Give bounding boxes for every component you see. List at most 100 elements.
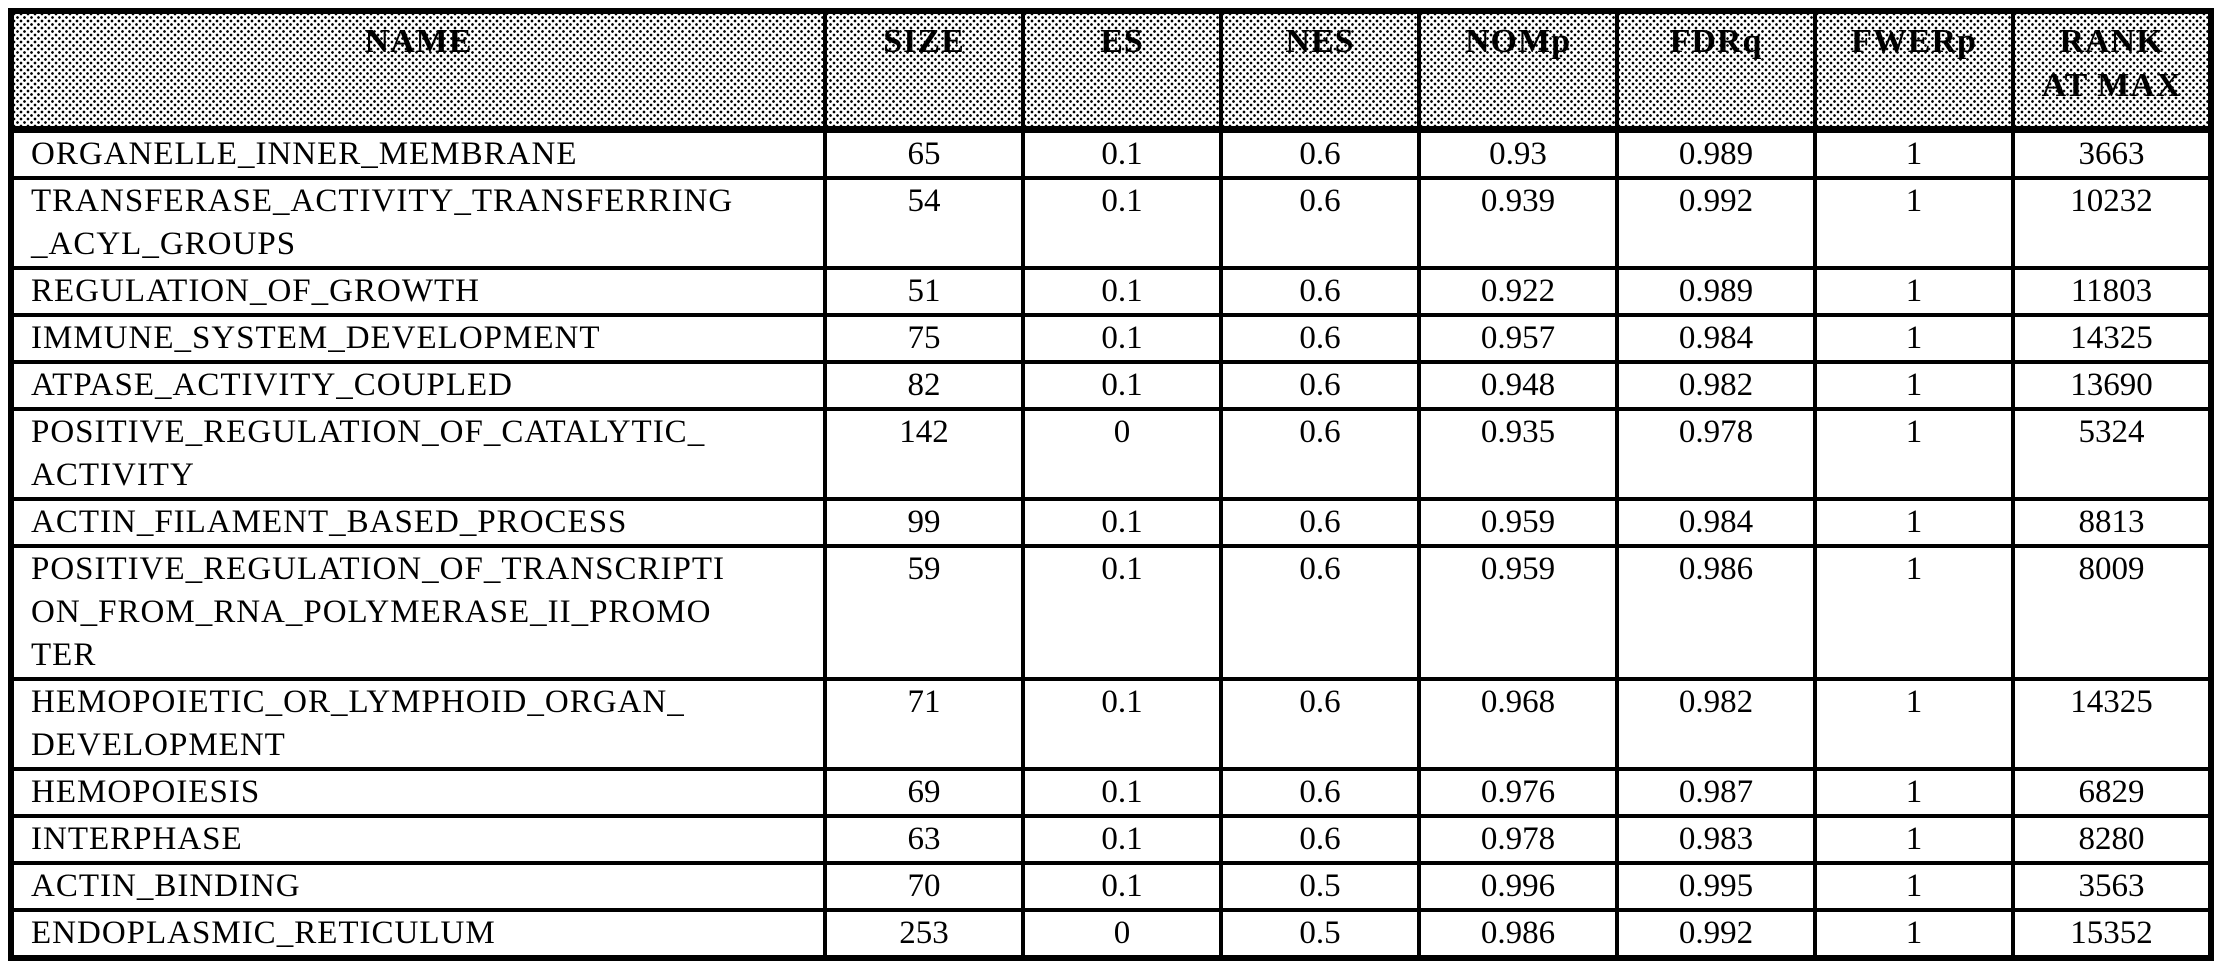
header-row: NAME SIZE ES NES NOMp FDRq FWERp RANK AT… <box>9 9 2213 133</box>
table-row: POSITIVE_REGULATION_OF_TRANSCRIPTI ON_FR… <box>9 544 2213 681</box>
cell-nomp: 0.959 <box>1417 544 1619 681</box>
cell-fdrq: 0.984 <box>1615 497 1817 548</box>
cell-size: 59 <box>823 544 1025 681</box>
cell-size: 82 <box>823 360 1025 411</box>
cell-rank: 14325 <box>2011 677 2213 771</box>
cell-fwerp: 1 <box>1813 908 2015 960</box>
cell-name: ACTIN_BINDING <box>9 861 827 912</box>
table-row: POSITIVE_REGULATION_OF_CATALYTIC_ ACTIVI… <box>9 407 2213 501</box>
table-row: ENDOPLASMIC_RETICULUM 253 0 0.5 0.986 0.… <box>9 908 2213 960</box>
cell-fwerp: 1 <box>1813 677 2015 771</box>
cell-fwerp: 1 <box>1813 497 2015 548</box>
cell-rank: 14325 <box>2011 313 2213 364</box>
cell-nes: 0.6 <box>1219 360 1421 411</box>
cell-fwerp: 1 <box>1813 861 2015 912</box>
cell-name: IMMUNE_SYSTEM_DEVELOPMENT <box>9 313 827 364</box>
table-row: INTERPHASE 63 0.1 0.6 0.978 0.983 1 8280 <box>9 814 2213 865</box>
cell-name: ORGANELLE_INNER_MEMBRANE <box>9 127 827 180</box>
cell-rank: 15352 <box>2011 908 2213 960</box>
cell-size: 65 <box>823 127 1025 180</box>
table-row: REGULATION_OF_GROWTH 51 0.1 0.6 0.922 0.… <box>9 266 2213 317</box>
table-body: ORGANELLE_INNER_MEMBRANE 65 0.1 0.6 0.93… <box>9 127 2213 960</box>
cell-size: 75 <box>823 313 1025 364</box>
cell-fdrq: 0.984 <box>1615 313 1817 364</box>
cell-nes: 0.6 <box>1219 176 1421 270</box>
cell-rank: 13690 <box>2011 360 2213 411</box>
cell-es: 0.1 <box>1021 677 1223 771</box>
header-cell-name: NAME <box>9 9 827 133</box>
header-cell-rank-at-max: RANK AT MAX <box>2011 9 2213 133</box>
cell-nes: 0.6 <box>1219 767 1421 818</box>
cell-es: 0 <box>1021 407 1223 501</box>
cell-size: 51 <box>823 266 1025 317</box>
cell-nomp: 0.935 <box>1417 407 1619 501</box>
gsea-results-table: NAME SIZE ES NES NOMp FDRq FWERp RANK AT… <box>8 8 2214 961</box>
cell-nes: 0.5 <box>1219 861 1421 912</box>
cell-fdrq: 0.992 <box>1615 176 1817 270</box>
cell-name: INTERPHASE <box>9 814 827 865</box>
cell-rank: 3563 <box>2011 861 2213 912</box>
cell-size: 54 <box>823 176 1025 270</box>
cell-nomp: 0.948 <box>1417 360 1619 411</box>
table-row: HEMOPOIESIS 69 0.1 0.6 0.976 0.987 1 682… <box>9 767 2213 818</box>
cell-nomp: 0.996 <box>1417 861 1619 912</box>
cell-nes: 0.6 <box>1219 677 1421 771</box>
header-cell-fdrq: FDRq <box>1615 9 1817 133</box>
cell-es: 0.1 <box>1021 313 1223 364</box>
cell-size: 99 <box>823 497 1025 548</box>
cell-nes: 0.6 <box>1219 497 1421 548</box>
table-row: IMMUNE_SYSTEM_DEVELOPMENT 75 0.1 0.6 0.9… <box>9 313 2213 364</box>
cell-fdrq: 0.978 <box>1615 407 1817 501</box>
cell-es: 0 <box>1021 908 1223 960</box>
cell-nes: 0.6 <box>1219 407 1421 501</box>
table-row: TRANSFERASE_ACTIVITY_TRANSFERRING _ACYL_… <box>9 176 2213 270</box>
cell-fwerp: 1 <box>1813 407 2015 501</box>
header-cell-size: SIZE <box>823 9 1025 133</box>
cell-fdrq: 0.987 <box>1615 767 1817 818</box>
cell-fwerp: 1 <box>1813 767 2015 818</box>
cell-fdrq: 0.992 <box>1615 908 1817 960</box>
cell-es: 0.1 <box>1021 176 1223 270</box>
cell-rank: 8009 <box>2011 544 2213 681</box>
cell-es: 0.1 <box>1021 767 1223 818</box>
header-cell-fwerp: FWERp <box>1813 9 2015 133</box>
cell-name: POSITIVE_REGULATION_OF_CATALYTIC_ ACTIVI… <box>9 407 827 501</box>
cell-fwerp: 1 <box>1813 360 2015 411</box>
cell-es: 0.1 <box>1021 544 1223 681</box>
cell-name: ATPASE_ACTIVITY_COUPLED <box>9 360 827 411</box>
cell-fdrq: 0.989 <box>1615 127 1817 180</box>
table-row: ACTIN_BINDING 70 0.1 0.5 0.996 0.995 1 3… <box>9 861 2213 912</box>
cell-fwerp: 1 <box>1813 313 2015 364</box>
cell-rank: 6829 <box>2011 767 2213 818</box>
cell-size: 71 <box>823 677 1025 771</box>
cell-fdrq: 0.989 <box>1615 266 1817 317</box>
header-cell-es: ES <box>1021 9 1223 133</box>
cell-rank: 10232 <box>2011 176 2213 270</box>
cell-fwerp: 1 <box>1813 544 2015 681</box>
cell-fdrq: 0.983 <box>1615 814 1817 865</box>
cell-nomp: 0.986 <box>1417 908 1619 960</box>
table-row: ORGANELLE_INNER_MEMBRANE 65 0.1 0.6 0.93… <box>9 127 2213 180</box>
cell-rank: 11803 <box>2011 266 2213 317</box>
cell-es: 0.1 <box>1021 266 1223 317</box>
cell-size: 69 <box>823 767 1025 818</box>
cell-name: HEMOPOIETIC_OR_LYMPHOID_ORGAN_ DEVELOPME… <box>9 677 827 771</box>
table-row: HEMOPOIETIC_OR_LYMPHOID_ORGAN_ DEVELOPME… <box>9 677 2213 771</box>
cell-fwerp: 1 <box>1813 176 2015 270</box>
header-cell-nomp: NOMp <box>1417 9 1619 133</box>
cell-rank: 5324 <box>2011 407 2213 501</box>
cell-nomp: 0.93 <box>1417 127 1619 180</box>
scanned-document-page: NAME SIZE ES NES NOMp FDRq FWERp RANK AT… <box>8 8 2214 961</box>
cell-nes: 0.6 <box>1219 127 1421 180</box>
cell-es: 0.1 <box>1021 861 1223 912</box>
cell-fdrq: 0.995 <box>1615 861 1817 912</box>
cell-nes: 0.6 <box>1219 266 1421 317</box>
cell-nomp: 0.968 <box>1417 677 1619 771</box>
table-header: NAME SIZE ES NES NOMp FDRq FWERp RANK AT… <box>9 9 2213 133</box>
cell-es: 0.1 <box>1021 497 1223 548</box>
cell-nes: 0.6 <box>1219 544 1421 681</box>
cell-nes: 0.6 <box>1219 814 1421 865</box>
cell-rank: 8813 <box>2011 497 2213 548</box>
cell-rank: 8280 <box>2011 814 2213 865</box>
cell-es: 0.1 <box>1021 814 1223 865</box>
